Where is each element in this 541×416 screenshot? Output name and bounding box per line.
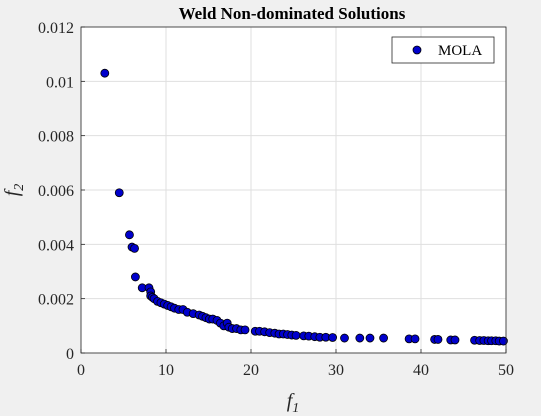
- data-points: [100, 68, 508, 346]
- y-tick-label: 0.004: [38, 237, 74, 254]
- legend-box: [391, 36, 495, 64]
- data-point: [125, 230, 134, 240]
- data-point: [100, 68, 110, 78]
- data-point: [433, 335, 443, 344]
- legend: MOLA: [391, 36, 495, 64]
- x-tick-label: 10: [158, 362, 174, 379]
- data-point: [130, 272, 140, 282]
- legend-marker: [412, 45, 422, 55]
- x-tick-label: 40: [413, 362, 429, 379]
- x-tick-labels: 0 10 20 30 40 50: [77, 362, 514, 379]
- y-axis-label: f2: [1, 184, 27, 197]
- chart-title: Weld Non-dominated Solutions: [179, 4, 406, 23]
- y-tick-label: 0.002: [38, 292, 74, 309]
- tick-marks: [80, 26, 507, 354]
- y-tick-label: 0: [66, 346, 74, 363]
- x-axis-label-subscript: 1: [292, 401, 299, 416]
- data-point: [499, 336, 508, 346]
- x-tick-label: 30: [328, 362, 344, 379]
- y-tick-label: 0.006: [38, 183, 74, 200]
- data-point: [379, 333, 389, 343]
- data-point: [291, 330, 301, 340]
- data-point: [355, 333, 365, 343]
- y-axis-label-base: f: [1, 188, 23, 196]
- data-point: [130, 244, 139, 253]
- data-point: [328, 333, 338, 342]
- y-tick-label: 0.01: [46, 74, 74, 91]
- legend-label: MOLA: [438, 43, 482, 59]
- y-tick-labels: 0 0.002 0.004 0.006 0.008 0.01 0.012: [38, 20, 74, 363]
- data-point: [240, 325, 250, 335]
- y-tick-label: 0.012: [38, 20, 74, 37]
- data-point: [410, 334, 420, 344]
- data-point: [450, 335, 460, 345]
- y-tick-label: 0.008: [38, 129, 74, 146]
- x-axis-label-base: f: [287, 390, 295, 412]
- data-point: [365, 333, 375, 343]
- data-point: [114, 188, 124, 198]
- y-axis-label-subscript: 2: [12, 184, 27, 191]
- x-tick-label: 0: [77, 362, 85, 379]
- x-tick-label: 20: [243, 362, 259, 379]
- x-axis-label: f1: [287, 390, 300, 416]
- data-point: [340, 333, 349, 343]
- x-tick-label: 50: [498, 362, 514, 379]
